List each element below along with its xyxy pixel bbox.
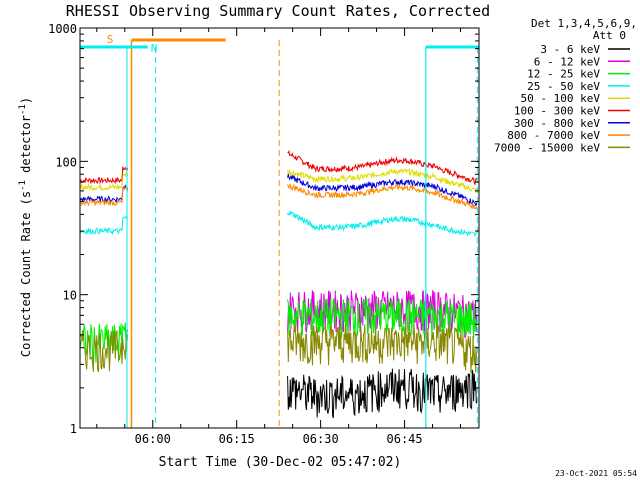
legend-header-line-1: Det 1,3,4,5,6,9,	[531, 17, 637, 30]
night-label: N	[151, 42, 158, 55]
series-line-post	[287, 323, 478, 374]
footer-date: 23-Oct-2021 05:54	[555, 469, 637, 478]
series-line-post	[287, 210, 478, 238]
legend-label: 300 - 800 keV	[514, 117, 600, 130]
series-line-pre	[79, 185, 129, 207]
y-tick-label: 10	[63, 289, 77, 303]
series-line-pre	[79, 166, 129, 185]
y-tick-label: 1000	[48, 22, 77, 36]
series-line-post	[287, 183, 478, 210]
legend-label: 50 - 100 keV	[521, 92, 601, 105]
x-axis-label: Start Time (30-Dec-02 05:47:02)	[159, 455, 402, 470]
legend-label: 6 - 12 keV	[534, 55, 601, 68]
legend-label: 800 - 7000 keV	[507, 129, 600, 142]
series-line-pre	[79, 215, 128, 236]
chart-title: RHESSI Observing Summary Count Rates, Co…	[66, 2, 490, 20]
x-tick-label: 06:45	[387, 432, 423, 446]
legend-label: 7000 - 15000 keV	[494, 141, 600, 154]
legend-label: 12 - 25 keV	[527, 68, 600, 81]
legend-label: 25 - 50 keV	[527, 80, 600, 93]
series-line-pre	[79, 171, 129, 192]
series-line-post	[287, 297, 478, 341]
plot-frame	[79, 27, 480, 429]
legend-label: 100 - 300 keV	[514, 105, 600, 118]
x-tick-label: 06:00	[135, 432, 171, 446]
series-line-post	[287, 167, 478, 193]
legend-label: 3 - 6 keV	[540, 43, 600, 56]
series-line-pre	[79, 322, 129, 366]
x-tick-label: 06:30	[303, 432, 339, 446]
series-line-pre	[79, 328, 129, 373]
legend-header-line-2: Att 0	[593, 29, 626, 42]
series-line-post	[287, 368, 478, 419]
y-tick-label: 1	[70, 422, 77, 436]
y-axis-label: Corrected Count Rate (s-1 detector-1)	[18, 97, 33, 357]
series-line-post	[287, 149, 478, 186]
x-tick-label: 06:15	[219, 432, 255, 446]
y-tick-label: 100	[55, 155, 77, 169]
series-line-post	[287, 173, 478, 206]
saa-label: S	[107, 33, 114, 46]
